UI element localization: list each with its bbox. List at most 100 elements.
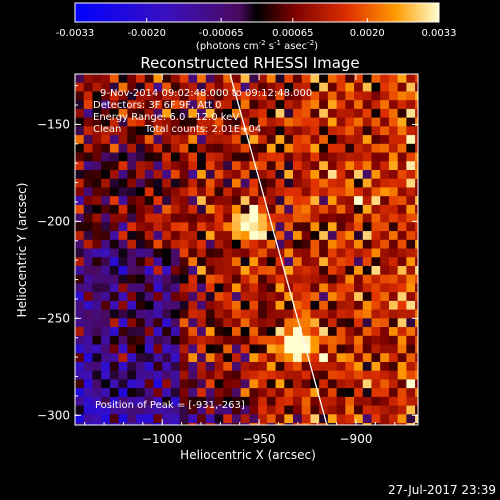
heatmap-cell (83, 117, 94, 127)
heatmap-cell (275, 248, 285, 258)
heatmap-cell (240, 344, 251, 354)
heatmap-cell (162, 353, 172, 363)
heatmap-cell (240, 318, 251, 328)
heatmap-cell (380, 178, 390, 189)
heatmap-cell (397, 117, 407, 127)
heatmap-cell (144, 187, 155, 197)
heatmap-cell (188, 388, 198, 398)
heatmap-cell (144, 396, 155, 407)
heatmap-cell (205, 204, 216, 215)
heatmap-cell (101, 169, 111, 180)
heatmap-cell (371, 423, 381, 425)
heatmap-cell (275, 152, 285, 162)
heatmap-cell (92, 239, 102, 250)
heatmap-cell (275, 379, 285, 389)
heatmap-cell (75, 300, 85, 311)
heatmap-cell (240, 187, 251, 197)
heatmap-cell (170, 361, 181, 372)
heatmap-cell (362, 353, 373, 363)
heatmap-cell (153, 135, 163, 145)
heatmap-cell (362, 100, 373, 110)
heatmap-cell (293, 222, 303, 232)
heatmap-cell (327, 292, 338, 302)
heatmap-cell (249, 370, 259, 381)
heatmap-cell (319, 231, 329, 241)
heatmap-cell (406, 353, 416, 363)
colorbar-unit-label: (photons cm-2 s-1 asec-2) (196, 39, 318, 52)
heatmap-cell (136, 196, 146, 206)
heatmap-cell (231, 361, 242, 372)
heatmap-cell (362, 396, 373, 407)
heatmap-cell (258, 292, 268, 302)
heatmap-cell (101, 204, 111, 215)
heatmap-cell (371, 161, 381, 171)
heatmap-cell (249, 74, 259, 84)
heatmap-cell (136, 161, 146, 171)
heatmap-cell (388, 231, 399, 241)
heatmap-cell (92, 370, 102, 381)
heatmap-cell (101, 423, 111, 425)
heatmap-cell (197, 187, 207, 197)
heatmap-cell (354, 204, 364, 215)
heatmap-cell (415, 152, 418, 162)
heatmap-cell (266, 82, 277, 93)
heatmap-cell (75, 248, 85, 258)
heatmap-cell (336, 335, 346, 346)
heatmap-cell (266, 379, 277, 389)
heatmap-cell (327, 423, 338, 425)
heatmap-cell (397, 126, 407, 136)
heatmap-cell (266, 126, 277, 136)
heatmap-cell (214, 414, 224, 424)
heatmap-cell (240, 196, 251, 206)
heatmap-cell (179, 152, 189, 162)
heatmap-cell (371, 143, 381, 154)
heatmap-cell (231, 108, 242, 119)
heatmap-cell (284, 169, 294, 180)
heatmap-cell (293, 204, 303, 215)
heatmap-cell (310, 231, 320, 241)
heatmap-cell (293, 361, 303, 372)
heatmap-cell (179, 222, 189, 232)
heatmap-cell (310, 82, 320, 93)
heatmap-cell (249, 274, 259, 285)
heatmap-cell (371, 91, 381, 101)
heatmap-cell (336, 309, 346, 319)
heatmap-cell (327, 213, 338, 223)
heatmap-cell (406, 265, 416, 276)
heatmap-cell (109, 222, 120, 232)
heatmap-cell (406, 327, 416, 337)
heatmap-cell (240, 239, 251, 250)
heatmap-cell (258, 423, 268, 425)
heatmap-cell (197, 370, 207, 381)
heatmap-cell (153, 335, 163, 346)
heatmap-cell (415, 265, 418, 276)
annotation-peak: Position of Peak = [-931,-263] (95, 400, 245, 411)
heatmap-cell (266, 74, 277, 84)
heatmap-cell (388, 222, 399, 232)
heatmap-cell (380, 274, 390, 285)
heatmap-cell (109, 135, 120, 145)
heatmap-cell (92, 204, 102, 215)
heatmap-cell (214, 74, 224, 84)
heatmap-cell (188, 74, 198, 84)
heatmap-cell (240, 370, 251, 381)
heatmap-cell (258, 126, 268, 136)
heatmap-cell (310, 152, 320, 162)
heatmap-cell (205, 309, 216, 319)
heatmap-cell (310, 204, 320, 215)
heatmap-cell (75, 370, 85, 381)
heatmap-cell (170, 370, 181, 381)
heatmap-cell (118, 135, 128, 145)
heatmap-cell (397, 222, 407, 232)
heatmap-cell (101, 405, 111, 415)
heatmap-cell (223, 117, 233, 127)
heatmap-cell (354, 353, 364, 363)
heatmap-cell (179, 318, 189, 328)
heatmap-cell (249, 135, 259, 145)
heatmap-cell (170, 100, 181, 110)
heatmap-cell (362, 143, 373, 154)
heatmap-cell (83, 222, 94, 232)
heatmap-cell (336, 239, 346, 250)
heatmap-cell (319, 143, 329, 154)
heatmap-cell (275, 423, 285, 425)
